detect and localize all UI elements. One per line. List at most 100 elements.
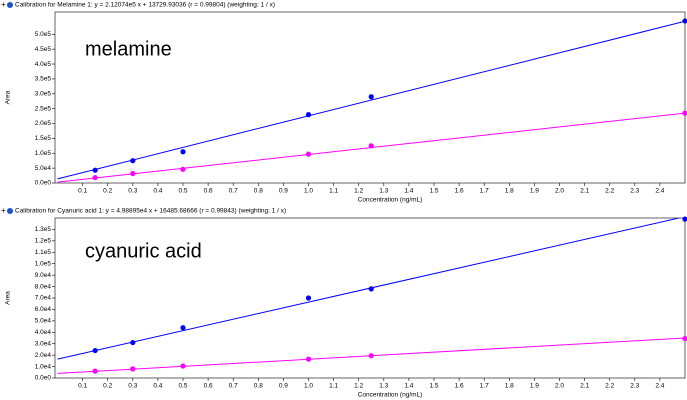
x-tick-label: 2.4 xyxy=(655,188,664,195)
data-point xyxy=(180,149,186,155)
x-tick-label: 0.1 xyxy=(78,383,87,390)
y-tick-label: 5.0e4 xyxy=(35,318,52,325)
y-tick-label: 4.0e4 xyxy=(35,329,52,336)
y-tick-label: 1.0e4 xyxy=(35,363,52,370)
x-tick-label: 1.1 xyxy=(329,188,338,195)
chart-title: Calibration for Cyanuric acid 1: y = 4.9… xyxy=(15,208,286,215)
data-point xyxy=(368,94,374,100)
data-point xyxy=(130,158,136,164)
data-point xyxy=(92,167,98,173)
plot-frame xyxy=(54,11,686,184)
y-axis-label: Area xyxy=(5,291,12,305)
y-tick-label: 1.0e5 xyxy=(35,260,52,267)
x-tick-label: 1.6 xyxy=(455,188,464,195)
data-point xyxy=(682,110,687,116)
x-tick-label: 1.1 xyxy=(329,383,338,390)
x-tick-label: 2.2 xyxy=(605,188,614,195)
x-tick-label: 0.3 xyxy=(128,383,137,390)
x-tick-label: 0.1 xyxy=(78,188,87,195)
x-tick-label: 1.5 xyxy=(429,383,438,390)
x-tick-label: 1.2 xyxy=(354,188,363,195)
x-tick-label: 1.0 xyxy=(304,188,313,195)
svg-text:+: + xyxy=(1,0,6,9)
x-tick-label: 0.2 xyxy=(103,188,112,195)
data-point xyxy=(368,353,374,359)
x-tick-label: 1.3 xyxy=(379,383,388,390)
x-tick-label: 2.3 xyxy=(630,188,639,195)
annotation: cyanuric acid xyxy=(85,240,202,262)
x-tick-label: 0.6 xyxy=(204,188,213,195)
x-tick-label: 2.0 xyxy=(555,383,564,390)
data-point xyxy=(92,347,98,354)
svg-text:+: + xyxy=(1,206,6,215)
data-point xyxy=(92,175,98,181)
data-point xyxy=(305,112,312,118)
x-tick-label: 0.3 xyxy=(128,188,137,195)
x-tick-label: 0.6 xyxy=(204,383,213,390)
data-point xyxy=(305,356,312,362)
x-tick-label: 1.9 xyxy=(530,383,539,390)
x-tick-label: 1.2 xyxy=(354,383,363,390)
x-tick-label: 1.9 xyxy=(530,188,539,195)
x-tick-label: 2.3 xyxy=(630,383,639,390)
data-point xyxy=(682,216,687,222)
y-tick-label: 5.0e4 xyxy=(35,165,52,172)
y-tick-label: 3.0e5 xyxy=(35,91,52,98)
x-tick-label: 0.9 xyxy=(279,383,288,390)
data-point xyxy=(682,335,687,342)
x-tick-label: 2.4 xyxy=(655,383,664,390)
x-tick-label: 1.7 xyxy=(480,383,489,390)
x-tick-label: 1.6 xyxy=(455,383,464,390)
x-tick-label: 1.3 xyxy=(379,188,388,195)
header-icon: + + xyxy=(1,0,13,215)
data-point xyxy=(305,151,312,157)
y-tick-label: 0.0e0 xyxy=(35,375,52,382)
x-tick-label: 0.4 xyxy=(153,188,162,195)
x-tick-label: 0.4 xyxy=(153,383,162,390)
y-tick-label: 9.0e4 xyxy=(35,272,52,279)
x-tick-label: 2.1 xyxy=(580,188,589,195)
x-tick-label: 2.2 xyxy=(605,383,614,390)
data-point xyxy=(130,339,136,346)
x-tick-label: 0.9 xyxy=(279,188,288,195)
x-tick-label: 1.8 xyxy=(505,383,514,390)
x-tick-label: 1.4 xyxy=(404,383,413,390)
chart-title: Calibration for Melamine 1: y = 2.12074e… xyxy=(15,2,275,9)
data-point xyxy=(682,18,687,24)
x-tick-label: 1.8 xyxy=(505,188,514,195)
x-tick-label: 0.5 xyxy=(178,383,187,390)
x-tick-label: 1.4 xyxy=(404,188,413,195)
y-tick-label: 1.2e5 xyxy=(35,238,52,245)
x-tick-label: 0.2 xyxy=(103,383,112,390)
x-tick-label: 0.8 xyxy=(254,188,263,195)
y-tick-label: 2.0e4 xyxy=(35,352,52,359)
x-tick-label: 0.7 xyxy=(229,383,238,390)
y-tick-label: 3.5e5 xyxy=(35,76,52,83)
x-tick-label: 2.0 xyxy=(555,188,564,195)
data-point xyxy=(130,170,136,177)
y-tick-label: 1.3e5 xyxy=(35,226,52,233)
y-tick-label: 4.5e5 xyxy=(35,46,52,53)
data-point xyxy=(130,366,136,372)
y-tick-label: 0.0e0 xyxy=(35,180,52,187)
annotation: melamine xyxy=(85,38,172,60)
x-tick-label: 0.7 xyxy=(229,188,238,195)
x-tick-label: 0.5 xyxy=(178,188,187,195)
y-tick-label: 4.0e5 xyxy=(35,61,52,68)
data-point xyxy=(368,286,374,292)
data-point xyxy=(180,325,186,331)
x-tick-label: 2.1 xyxy=(580,383,589,390)
y-tick-label: 5.0e5 xyxy=(35,31,52,38)
y-tick-label: 1.0e5 xyxy=(35,150,52,157)
x-tick-label: 1.0 xyxy=(304,383,313,390)
y-tick-label: 2.5e5 xyxy=(35,105,52,112)
y-tick-label: 1.1e5 xyxy=(35,249,52,256)
y-tick-label: 3.0e4 xyxy=(35,340,52,347)
data-point xyxy=(92,368,98,374)
data-point xyxy=(180,166,186,172)
x-tick-label: 0.8 xyxy=(254,383,263,390)
x-axis-label: Concentration (ng/mL) xyxy=(358,392,423,399)
y-axis-label: Area xyxy=(5,90,12,104)
y-tick-label: 1.5e5 xyxy=(35,135,52,142)
